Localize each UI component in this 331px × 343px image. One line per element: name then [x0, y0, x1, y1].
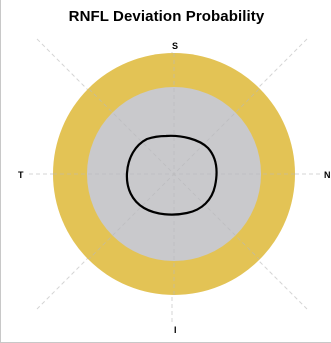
overlay-guide-lines: [53, 53, 295, 295]
disc-contour: [125, 134, 218, 216]
direction-label-nasal: N: [324, 170, 331, 180]
direction-label-temporal: T: [18, 170, 24, 180]
overlay-diagonal-line-2: [88, 88, 260, 260]
direction-label-superior: S: [172, 41, 179, 51]
panel-title: RNFL Deviation Probability: [68, 8, 265, 25]
direction-label-inferior: I: [174, 325, 177, 335]
